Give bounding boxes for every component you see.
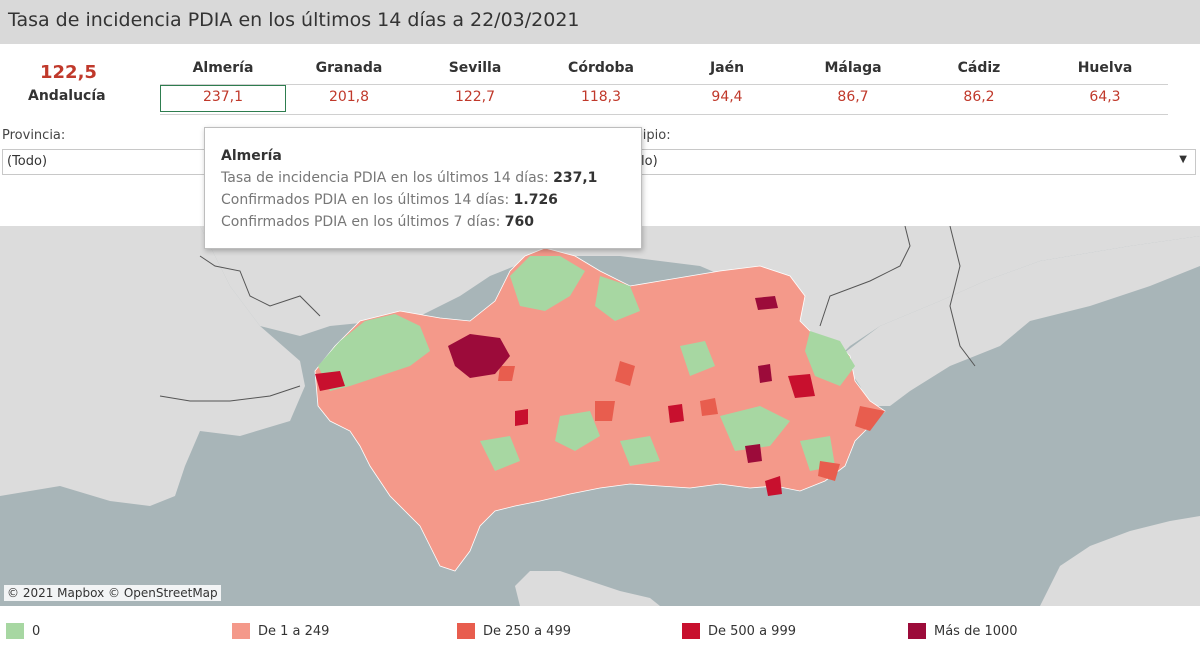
- tooltip-row-value: 237,1: [553, 170, 598, 186]
- municipio-dropdown[interactable]: lo) ▼: [620, 149, 1196, 175]
- legend-swatch: [682, 623, 700, 639]
- region-over-1000: [745, 444, 762, 463]
- province-jaen[interactable]: Jaén 94,4: [664, 57, 790, 115]
- legend-label: De 250 a 499: [483, 624, 571, 639]
- andalucia-label: Andalucía: [28, 88, 106, 104]
- region-zero: [480, 436, 520, 471]
- region-zero: [595, 276, 640, 321]
- region-zero: [318, 314, 430, 391]
- province-granada[interactable]: Granada 201,8: [286, 57, 412, 115]
- region-250-499: [595, 401, 615, 421]
- tooltip-row-rate: Tasa de incidencia PDIA en los últimos 1…: [221, 170, 597, 186]
- region-250-499: [700, 398, 718, 416]
- province-cordoba[interactable]: Córdoba 118,3: [538, 57, 664, 115]
- map-attribution[interactable]: © 2021 Mapbox © OpenStreetMap: [4, 585, 221, 601]
- province-rate[interactable]: 122,7: [454, 89, 496, 105]
- province-name: Granada: [315, 60, 383, 76]
- region-zero: [620, 436, 660, 466]
- tooltip-title: Almería: [221, 148, 282, 164]
- page-title: Tasa de incidencia PDIA en los últimos 1…: [8, 9, 580, 31]
- legend-swatch: [457, 623, 475, 639]
- legend-label: 0: [32, 624, 41, 639]
- region-over-1000: [755, 296, 778, 310]
- province-sevilla[interactable]: Sevilla 122,7: [412, 57, 538, 115]
- province-rate[interactable]: 237,1: [202, 89, 244, 105]
- province-rate[interactable]: 86,7: [837, 89, 869, 105]
- tooltip-row-label: Tasa de incidencia PDIA en los últimos 1…: [221, 170, 554, 186]
- province-cadiz[interactable]: Cádiz 86,2: [916, 57, 1042, 115]
- province-almeria[interactable]: Almería 237,1: [160, 57, 286, 115]
- provincia-dropdown[interactable]: (Todo): [2, 149, 224, 175]
- region-250-499: [855, 406, 885, 431]
- divider: [160, 84, 1168, 85]
- province-malaga[interactable]: Málaga 86,7: [790, 57, 916, 115]
- andalucia-rate: 122,5: [40, 62, 97, 83]
- region-500-999: [515, 409, 528, 426]
- selection-box: [160, 85, 286, 112]
- region-250-499: [498, 366, 515, 381]
- province-tooltip: Almería Tasa de incidencia PDIA en los ú…: [204, 127, 642, 249]
- region-zero: [555, 411, 600, 451]
- tooltip-row-confirmed-7: Confirmados PDIA en los últimos 7 días: …: [221, 214, 534, 230]
- region-250-499: [615, 361, 635, 386]
- province-rate[interactable]: 201,8: [328, 89, 370, 105]
- province-rate[interactable]: 94,4: [711, 89, 743, 105]
- tooltip-row-label: Confirmados PDIA en los últimos 14 días:: [221, 192, 514, 208]
- province-huelva[interactable]: Huelva 64,3: [1042, 57, 1168, 115]
- region-250-499: [818, 461, 840, 481]
- province-name: Almería: [192, 60, 254, 76]
- title-bar: Tasa de incidencia PDIA en los últimos 1…: [0, 0, 1200, 44]
- province-name: Jaén: [709, 60, 745, 76]
- legend-label: De 1 a 249: [258, 624, 330, 639]
- tooltip-row-label: Confirmados PDIA en los últimos 7 días:: [221, 214, 505, 230]
- legend-swatch: [232, 623, 250, 639]
- province-name: Sevilla: [448, 60, 502, 76]
- tooltip-row-value: 1.726: [513, 192, 558, 208]
- provincia-filter-label: Provincia:: [2, 128, 66, 143]
- tooltip-row-confirmed-14: Confirmados PDIA en los últimos 14 días:…: [221, 192, 558, 208]
- region-500-999: [668, 404, 684, 423]
- region-zero: [805, 331, 855, 386]
- border-line: [159, 226, 976, 402]
- municipio-dropdown-value: lo): [641, 154, 658, 169]
- land-spain-north: [200, 226, 1200, 356]
- province-table: Almería 237,1 Granada 201,8 Sevilla 122,…: [160, 57, 1168, 115]
- region-500-999: [315, 371, 345, 391]
- province-name: Huelva: [1077, 60, 1133, 76]
- legend-swatch: [908, 623, 926, 639]
- chevron-down-icon[interactable]: ▼: [1179, 154, 1187, 165]
- region-over-1000: [448, 334, 510, 378]
- land-murcia: [840, 236, 1200, 406]
- choropleth-map[interactable]: © 2021 Mapbox © OpenStreetMap: [0, 226, 1200, 606]
- region-zero: [720, 406, 790, 451]
- land-algeria: [1040, 516, 1200, 606]
- province-name: Córdoba: [568, 60, 634, 76]
- region-zero: [680, 341, 715, 376]
- map-canvas[interactable]: [0, 226, 1200, 606]
- region-over-1000: [758, 364, 772, 383]
- province-rate[interactable]: 118,3: [580, 89, 622, 105]
- province-name: Málaga: [824, 60, 882, 76]
- province-name: Cádiz: [957, 60, 1001, 76]
- land-portugal: [0, 226, 305, 506]
- tooltip-row-value: 760: [504, 214, 534, 230]
- provincia-dropdown-value: (Todo): [7, 154, 48, 169]
- province-rate[interactable]: 86,2: [963, 89, 995, 105]
- legend-label: De 500 a 999: [708, 624, 796, 639]
- region-zero: [510, 256, 585, 311]
- province-rate[interactable]: 64,3: [1089, 89, 1121, 105]
- legend-swatch: [6, 623, 24, 639]
- legend-label: Más de 1000: [934, 624, 1018, 639]
- region-500-999: [788, 374, 815, 398]
- land-morocco: [515, 571, 660, 606]
- region-500-999: [765, 476, 782, 496]
- divider: [160, 114, 1168, 115]
